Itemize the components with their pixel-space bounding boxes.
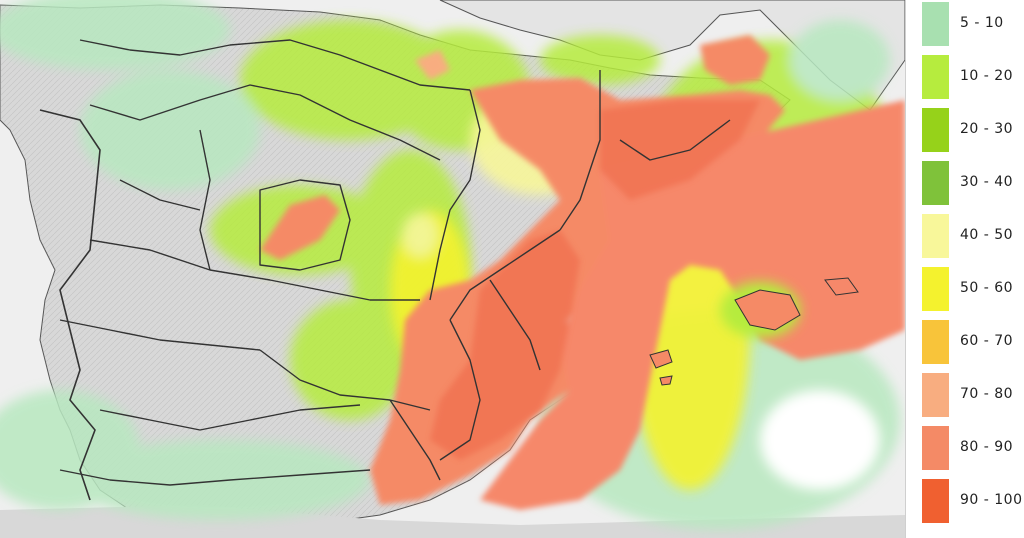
legend-item: 30 - 40 — [918, 161, 1024, 207]
legend-label: 80 - 90 — [960, 439, 1014, 455]
legend-swatch — [922, 2, 949, 46]
legend-swatch — [922, 426, 949, 470]
legend-swatch — [922, 161, 949, 205]
legend-item: 10 - 20 — [918, 55, 1024, 101]
portugal-border — [39, 109, 101, 501]
legend-label: 70 - 80 — [960, 386, 1014, 402]
legend-swatch — [922, 55, 949, 99]
legend-swatch — [922, 479, 949, 523]
map-canvas — [0, 0, 905, 538]
legend-item: 40 - 50 — [918, 214, 1024, 260]
formentera-island — [659, 375, 673, 386]
legend-label: 90 - 100 — [960, 492, 1023, 508]
legend-item: 20 - 30 — [918, 108, 1024, 154]
legend-swatch — [922, 373, 949, 417]
legend-label: 50 - 60 — [960, 280, 1014, 296]
menorca-island — [824, 277, 859, 296]
legend-item: 90 - 100 — [918, 479, 1024, 525]
legend-label: 30 - 40 — [960, 174, 1014, 190]
ibiza-island — [649, 349, 673, 369]
legend-item: 70 - 80 — [918, 373, 1024, 419]
mallorca-island — [734, 289, 801, 331]
legend-label: 40 - 50 — [960, 227, 1014, 243]
legend-label: 10 - 20 — [960, 68, 1014, 84]
legend-swatch — [922, 214, 949, 258]
legend-panel: 5 - 10 10 - 20 20 - 30 30 - 40 40 - 50 5… — [905, 0, 1024, 538]
legend-item: 80 - 90 — [918, 426, 1024, 472]
legend-item: 5 - 10 — [918, 2, 1024, 48]
regional-borders — [59, 39, 731, 486]
legend-item: 60 - 70 — [918, 320, 1024, 366]
legend-label: 60 - 70 — [960, 333, 1014, 349]
legend-item: 50 - 60 — [918, 267, 1024, 313]
probability-fields — [0, 0, 905, 530]
legend-swatch — [922, 320, 949, 364]
legend-swatch — [922, 267, 949, 311]
france-land — [439, 0, 905, 111]
legend-label: 5 - 10 — [960, 15, 1004, 31]
legend-label: 20 - 30 — [960, 121, 1014, 137]
legend-swatch — [922, 108, 949, 152]
